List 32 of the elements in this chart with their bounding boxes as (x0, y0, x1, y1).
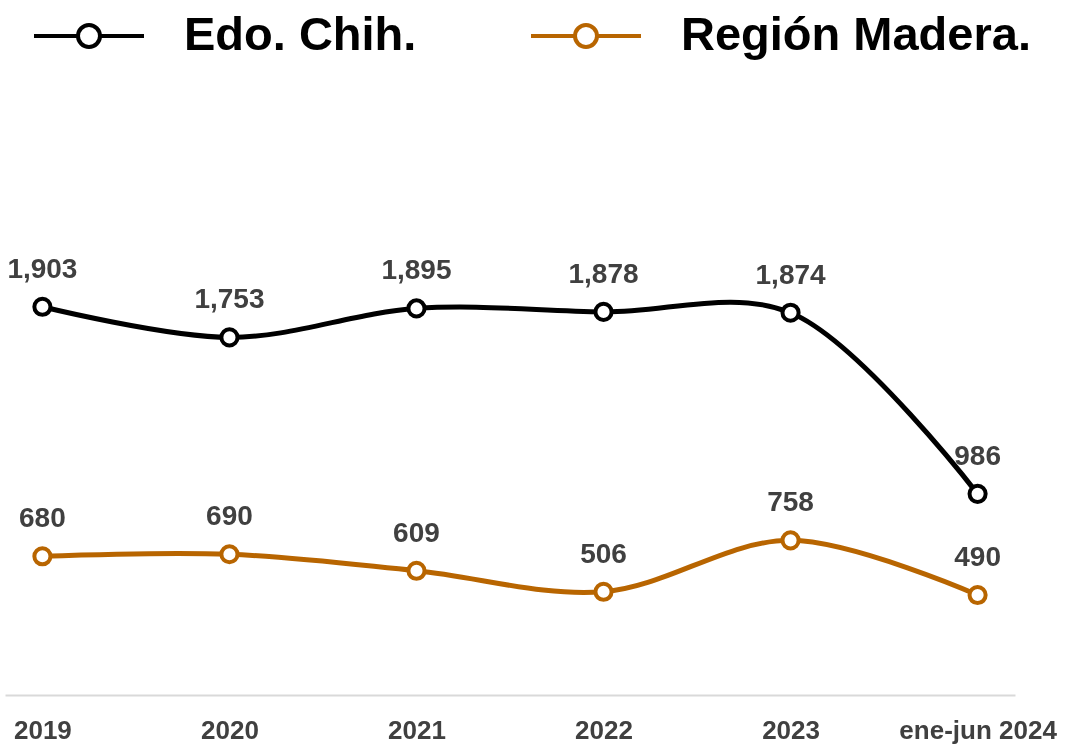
point (780, 302, 801, 323)
x-tick-label: 2020 (201, 714, 259, 745)
point (967, 483, 988, 504)
point (406, 298, 427, 319)
x-tick-label: 2021 (388, 714, 446, 745)
data-label: 609 (393, 516, 440, 548)
x-tick-label: 2022 (575, 714, 633, 745)
point (32, 546, 53, 567)
legend-label: Edo. Chih. (184, 7, 417, 60)
point (967, 584, 988, 606)
data-label: 1,753 (194, 283, 265, 315)
data-label: 986 (954, 439, 1001, 471)
data-label: 506 (580, 537, 627, 569)
x-tick-label: ene-jun 2024 (899, 714, 1058, 745)
data-label: 1,874 (755, 258, 827, 290)
point (32, 296, 53, 317)
data-label: 1,895 (381, 254, 452, 286)
point (406, 560, 427, 581)
data-label: 690 (206, 500, 253, 532)
x-tick-label: 2023 (762, 714, 820, 745)
data-label: 680 (19, 502, 66, 534)
data-label: 1,878 (568, 257, 639, 289)
data-label: 1,903 (7, 252, 78, 284)
x-tick-label: 2019 (13, 714, 72, 745)
point (593, 581, 614, 602)
point (593, 301, 614, 322)
data-label: 758 (767, 486, 814, 518)
point (780, 530, 801, 551)
point (219, 327, 240, 348)
data-label: 490 (954, 541, 1001, 573)
legend-label: Región Madera. (681, 7, 1031, 60)
point (219, 544, 240, 565)
